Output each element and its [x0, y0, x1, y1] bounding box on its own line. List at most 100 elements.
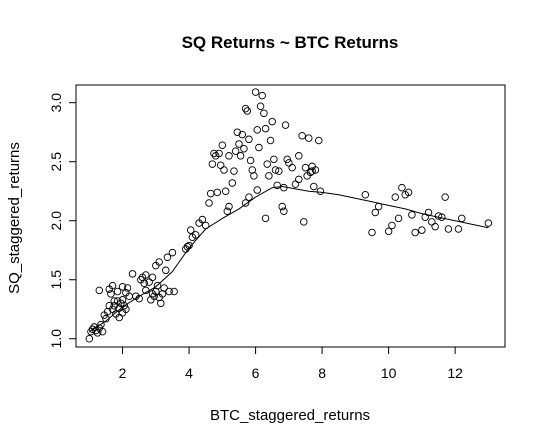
data-point — [186, 226, 195, 234]
data-point — [245, 135, 253, 144]
data-point — [250, 172, 258, 180]
data-points — [85, 88, 493, 343]
x-tick-label: 2 — [119, 365, 127, 381]
data-point — [225, 152, 233, 160]
data-point — [270, 155, 278, 164]
data-point — [230, 167, 238, 175]
data-point — [263, 160, 271, 168]
data-point — [160, 284, 168, 292]
data-point — [210, 149, 218, 158]
data-point — [268, 117, 276, 126]
data-point — [231, 147, 240, 155]
y-tick-label: 3.0 — [48, 93, 64, 113]
data-point — [241, 199, 250, 207]
data-point — [157, 299, 165, 308]
data-point — [128, 270, 137, 278]
data-point — [206, 189, 215, 198]
data-point — [150, 292, 158, 301]
data-point — [418, 226, 426, 234]
data-point — [404, 188, 413, 197]
data-point — [235, 140, 243, 148]
data-point — [168, 248, 177, 257]
data-point — [295, 175, 303, 184]
data-point — [431, 222, 439, 231]
data-point — [238, 130, 247, 139]
x-tick-label: 8 — [318, 365, 326, 381]
data-point — [107, 290, 115, 298]
data-point — [391, 193, 400, 201]
data-point — [278, 202, 286, 211]
data-point — [113, 287, 122, 296]
data-point — [93, 329, 102, 337]
data-point — [213, 188, 222, 197]
data-point — [98, 327, 107, 336]
x-tick-label: 12 — [447, 365, 463, 381]
data-point — [97, 320, 105, 329]
data-point — [424, 208, 433, 217]
plot-frame — [75, 84, 506, 348]
data-point — [271, 166, 280, 174]
data-point — [205, 199, 213, 207]
data-point — [208, 160, 217, 168]
data-point — [288, 163, 296, 172]
data-point — [283, 155, 291, 164]
data-point — [275, 167, 283, 175]
data-point — [484, 219, 493, 227]
data-point — [454, 225, 463, 233]
data-point — [428, 218, 436, 226]
data-point — [305, 134, 313, 142]
data-point — [411, 228, 419, 237]
data-point — [95, 286, 104, 295]
data-point — [441, 193, 449, 201]
data-point — [458, 214, 466, 223]
data-point — [258, 91, 266, 100]
data-point — [361, 191, 370, 199]
data-point — [310, 182, 318, 191]
data-point — [298, 131, 306, 140]
data-point — [246, 156, 255, 165]
x-axis-label: BTC_staggered_returns — [210, 407, 370, 424]
data-point — [118, 309, 127, 317]
data-point — [394, 214, 403, 223]
data-point — [233, 128, 242, 136]
data-point — [163, 253, 172, 262]
data-point — [245, 193, 253, 201]
y-tick-label: 1.5 — [48, 270, 64, 290]
data-point — [408, 211, 416, 219]
data-point — [384, 227, 393, 236]
data-point — [140, 279, 148, 288]
data-point — [266, 136, 275, 145]
data-point — [142, 271, 150, 279]
data-point — [256, 102, 265, 110]
data-point — [155, 258, 163, 266]
data-point — [240, 144, 248, 153]
data-point — [170, 287, 178, 296]
data-point — [123, 284, 132, 292]
data-point — [398, 183, 406, 192]
data-point — [281, 121, 290, 129]
x-tick-label: 6 — [252, 365, 260, 381]
data-point — [148, 273, 157, 282]
data-point — [255, 143, 263, 152]
data-point — [236, 152, 245, 160]
data-point — [260, 109, 268, 118]
data-point — [225, 202, 233, 211]
data-point — [280, 207, 288, 216]
x-tick-label: 10 — [381, 365, 397, 381]
data-point — [110, 297, 118, 305]
data-point — [315, 136, 323, 145]
data-point — [368, 228, 376, 237]
x-axis: 2 4 6 8 10 12 — [119, 346, 463, 381]
data-point — [108, 305, 117, 313]
data-point — [218, 141, 227, 149]
data-point — [162, 266, 170, 275]
data-point — [295, 152, 303, 160]
x-tick-label: 4 — [185, 365, 193, 381]
data-point — [216, 161, 225, 170]
data-point — [253, 126, 261, 134]
data-point — [85, 334, 94, 343]
smoothing-line — [89, 185, 489, 333]
data-point — [108, 281, 117, 290]
data-point — [444, 225, 453, 233]
